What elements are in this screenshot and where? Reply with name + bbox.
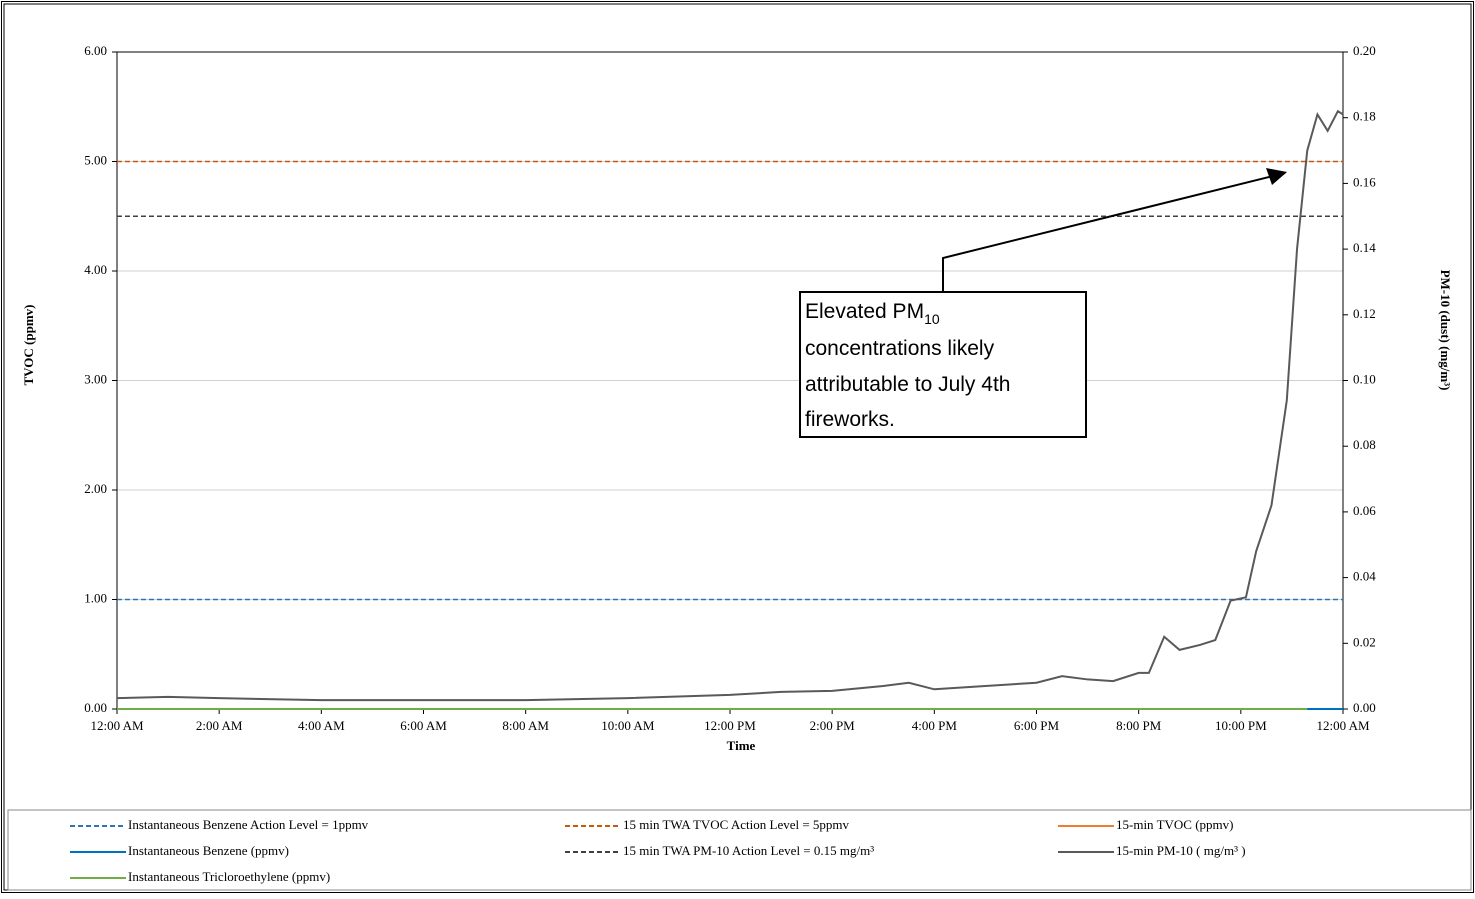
legend-label: 15 min TWA TVOC Action Level = 5ppmv [623,817,850,832]
x-tick-label: 4:00 PM [912,718,958,733]
legend-label: Instantaneous Benzene Action Level = 1pp… [128,817,369,832]
y-tick-label: 1.00 [84,590,107,605]
y2-tick-label: 0.10 [1353,371,1376,386]
legend-label: Instantaneous Benzene (ppmv) [128,843,289,858]
legend-box [7,809,1472,891]
x-tick-label: 2:00 AM [196,718,243,733]
y-tick-label: 0.00 [84,700,107,715]
annotation-line: attributable to July 4th [805,373,1010,396]
y-axis-title: TVOC (ppmv) [21,305,36,386]
x-tick-label: 12:00 AM [1316,718,1370,733]
x-tick-label: 4:00 AM [298,718,345,733]
annotation-line: Elevated PM10 [805,300,940,327]
x-axis-title: Time [727,738,756,753]
y2-tick-label: 0.00 [1353,700,1376,715]
y-tick-label: 2.00 [84,481,107,496]
x-tick-label: 10:00 PM [1215,718,1267,733]
y2-tick-label: 0.14 [1353,240,1376,255]
x-tick-label: 12:00 PM [704,718,756,733]
y2-tick-label: 0.08 [1353,437,1376,452]
y-tick-label: 3.00 [84,371,107,386]
y-tick-label: 5.00 [84,152,107,167]
legend-label: 15-min PM-10 ( mg/m³ ) [1116,843,1246,858]
y2-tick-label: 0.04 [1353,569,1376,584]
x-tick-label: 12:00 AM [90,718,144,733]
x-tick-label: 6:00 PM [1014,718,1060,733]
y2-tick-label: 0.18 [1353,109,1376,124]
annotation-box [799,291,1087,438]
y-tick-label: 4.00 [84,262,107,277]
legend-label: Instantaneous Tricloroethylene (ppmv) [128,869,330,884]
y2-tick-label: 0.12 [1353,306,1376,321]
annotation-text: Elevated PM [805,300,924,323]
annotation-subscript: 10 [924,311,940,327]
x-tick-label: 8:00 AM [502,718,549,733]
plot-area: 0.00 1.00 2.00 3.00 4.00 5.00 6.00 0.00 0.02 0.04… [84,43,1376,733]
series-line [116,109,1344,702]
y2-tick-label: 0.20 [1353,43,1376,58]
y-tick-label: 6.00 [84,43,107,58]
legend-label: 15-min TVOC (ppmv) [1116,817,1233,832]
arrow-head [1266,168,1287,185]
annotation-line: fireworks. [805,408,895,431]
annotation-arrow [942,172,1286,292]
y2-tick-label: 0.02 [1353,634,1376,649]
x-tick-label: 8:00 PM [1116,718,1162,733]
y2-tick-label: 0.06 [1353,503,1376,518]
x-tick-label: 10:00 AM [601,718,655,733]
annotation-line: concentrations likely [805,337,995,360]
x-tick-label: 2:00 PM [810,718,856,733]
y2-axis-title: PM-10 (dust) (mg/m³) [1438,270,1453,391]
x-tick-label: 6:00 AM [400,718,447,733]
y2-tick-label: 0.16 [1353,174,1376,189]
legend-label: 15 min TWA PM-10 Action Level = 0.15 mg/… [623,843,874,858]
